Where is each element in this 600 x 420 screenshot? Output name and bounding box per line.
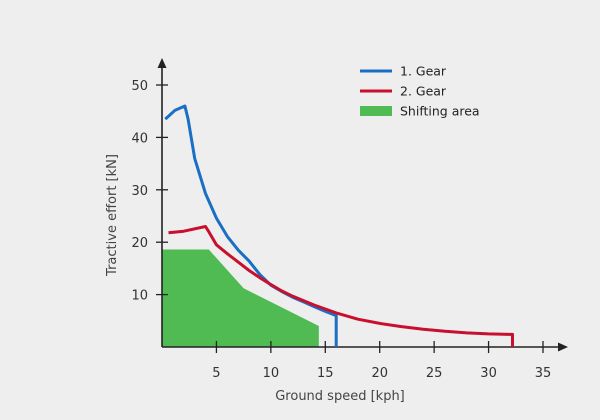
axes [157, 58, 568, 352]
y-tick-label: 30 [131, 184, 148, 199]
2-gear-legend-label: 2. Gear [400, 84, 447, 99]
x-tick-label: 35 [535, 366, 552, 381]
2-gear-line [168, 225, 514, 347]
x-tick-label: 20 [371, 366, 388, 381]
shifting-area-legend-swatch [360, 106, 392, 116]
1-gear-legend-label: 1. Gear [400, 64, 447, 79]
x-tick-label: 5 [212, 366, 220, 381]
gear-lines [164, 104, 514, 347]
1-gear-line [164, 104, 338, 347]
shifting-area-layer [162, 249, 319, 347]
y-tick-label: 40 [131, 131, 148, 146]
legend: 1. Gear 2. Gear Shifting area [360, 64, 480, 119]
y-axis-arrow [157, 58, 167, 68]
x-tick-label: 10 [263, 366, 280, 381]
x-tick-label: 25 [426, 366, 443, 381]
y-tick-label: 10 [131, 289, 148, 304]
y-axis-title: Tractive effort [kN] [105, 154, 120, 277]
y-tick-label: 20 [131, 236, 148, 251]
shifting-area-region [162, 249, 319, 347]
ticks: 5 10 15 20 25 30 35 10 20 30 40 50 [131, 79, 551, 381]
x-tick-label: 30 [480, 366, 497, 381]
x-axis-arrow [558, 342, 568, 352]
x-tick-label: 15 [317, 366, 334, 381]
x-axis-title: Ground speed [kph] [275, 389, 405, 404]
shifting-area-legend-label: Shifting area [400, 104, 480, 119]
y-tick-label: 50 [131, 79, 148, 94]
